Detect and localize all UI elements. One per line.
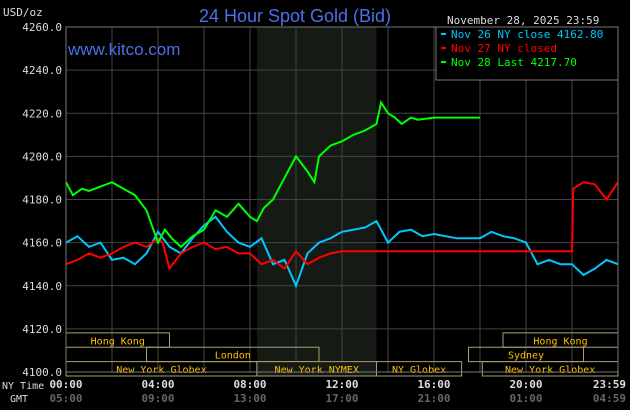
session-label: Sydney bbox=[508, 351, 544, 362]
series-line bbox=[65, 215, 619, 289]
session-bar bbox=[376, 361, 463, 377]
gmt-label: GMT bbox=[10, 394, 28, 405]
y-axis-label: USD/oz bbox=[3, 6, 43, 19]
legend-entry: Nov 26 NY close 4162.80 bbox=[451, 28, 603, 41]
chart-title: 24 Hour Spot Gold (Bid) bbox=[199, 6, 391, 26]
y-tick-label: 4180.0 bbox=[22, 194, 62, 207]
x-tick-ny: 04:00 bbox=[141, 378, 174, 391]
x-tick-ny: 12:00 bbox=[325, 378, 358, 391]
session-label: New York Globex bbox=[505, 365, 595, 376]
x-tick-gmt: 21:00 bbox=[417, 392, 450, 405]
session-label: London bbox=[215, 351, 251, 362]
series-line bbox=[65, 181, 619, 271]
y-tick-label: 4120.0 bbox=[22, 323, 62, 336]
y-tick-label: 4160.0 bbox=[22, 237, 62, 250]
session-label: NY Globex bbox=[392, 365, 446, 376]
series-line bbox=[65, 99, 480, 249]
legend-entry: Nov 28 Last 4217.70 bbox=[451, 56, 577, 69]
timestamp: November 28, 2025 23:59 bbox=[447, 14, 599, 27]
plot-frame bbox=[65, 26, 619, 373]
x-tick-gmt: 05:00 bbox=[49, 392, 82, 405]
y-tick-label: 4200.0 bbox=[22, 150, 62, 163]
session-label: New York Globex bbox=[116, 365, 206, 376]
session-label: New York NYMEX bbox=[275, 365, 359, 376]
y-tick-label: 4100.0 bbox=[22, 366, 62, 379]
y-tick-label: 4220.0 bbox=[22, 107, 62, 120]
x-tick-gmt: 04:59 bbox=[593, 392, 626, 405]
session-label: Hong Kong bbox=[91, 336, 145, 347]
series-lines bbox=[65, 99, 619, 289]
x-tick-ny: 23:59 bbox=[593, 378, 626, 391]
legend-entry: Nov 27 NY closed bbox=[451, 42, 557, 55]
x-tick-gmt: 17:00 bbox=[325, 392, 358, 405]
y-tick-label: 4260.0 bbox=[22, 21, 62, 34]
watermark: www.kitco.com bbox=[67, 40, 180, 59]
y-tick-label: 4140.0 bbox=[22, 280, 62, 293]
x-tick-ny: 08:00 bbox=[233, 378, 266, 391]
x-tick-gmt: 13:00 bbox=[233, 392, 266, 405]
x-tick-ny: 20:00 bbox=[509, 378, 542, 391]
ny-time-label: NY Time bbox=[2, 381, 44, 392]
x-tick-ny: 00:00 bbox=[49, 378, 82, 391]
x-tick-gmt: 09:00 bbox=[141, 392, 174, 405]
y-tick-labels: 4260.0 4240.0 4220.0 4200.0 4180.0 4160.0 4140… bbox=[22, 21, 62, 379]
x-tick-gmt: 01:00 bbox=[509, 392, 542, 405]
legend-box bbox=[435, 26, 619, 81]
y-tick-label: 4240.0 bbox=[22, 64, 62, 77]
x-tick-ny: 16:00 bbox=[417, 378, 450, 391]
session-label: Hong Kong bbox=[533, 336, 587, 347]
